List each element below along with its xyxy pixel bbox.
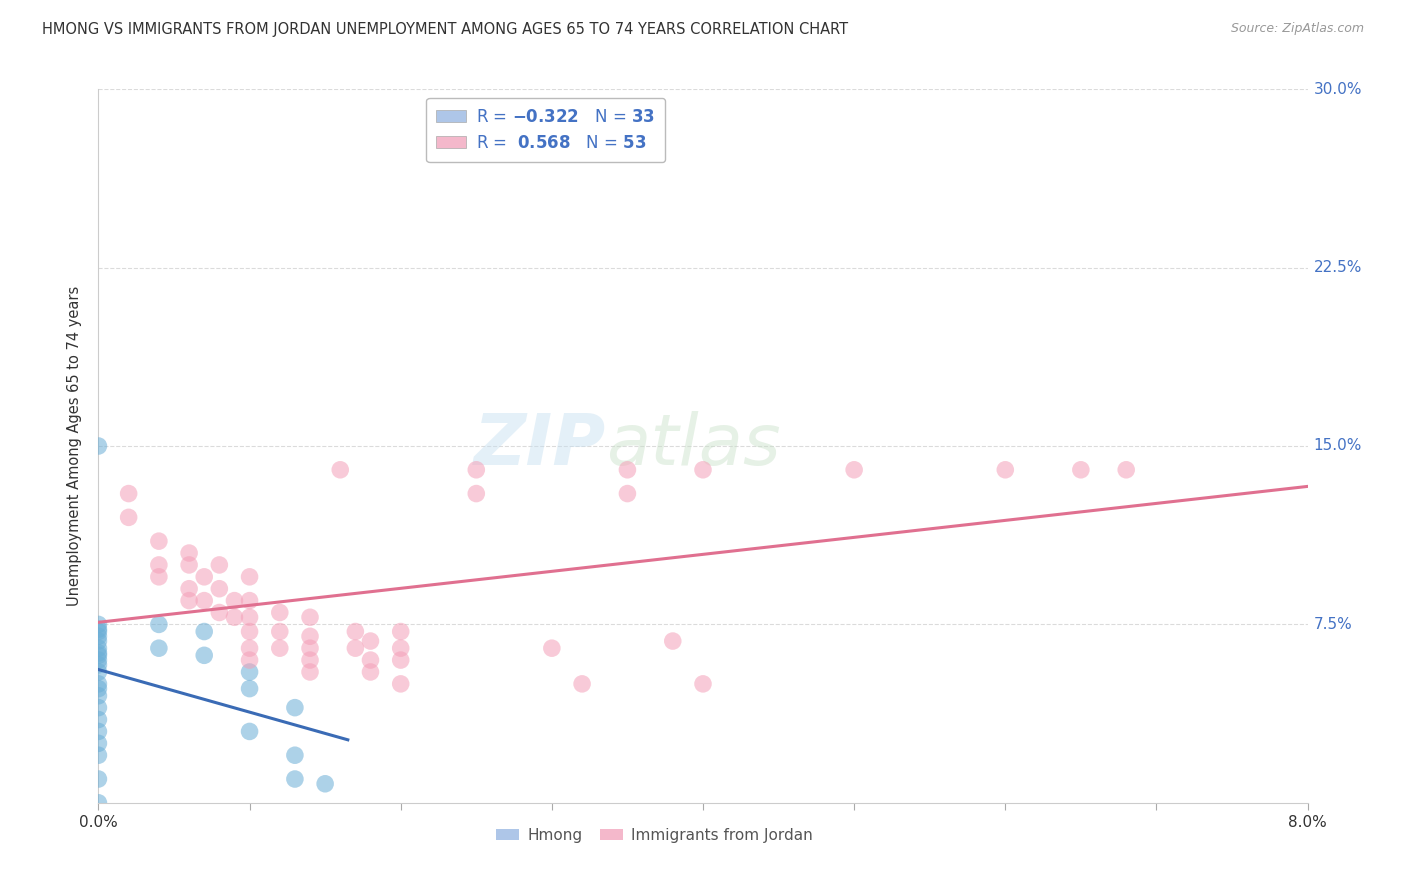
- Point: [692, 463, 714, 477]
- Point: [239, 653, 262, 667]
- Point: [179, 558, 201, 572]
- Point: [1070, 463, 1092, 477]
- Point: [87, 634, 110, 648]
- Point: [87, 646, 110, 660]
- Point: [87, 617, 110, 632]
- Point: [299, 653, 322, 667]
- Text: atlas: atlas: [606, 411, 780, 481]
- Point: [87, 772, 110, 786]
- Point: [87, 724, 110, 739]
- Point: [465, 486, 488, 500]
- Point: [239, 681, 262, 696]
- Text: 7.5%: 7.5%: [1313, 617, 1353, 632]
- Point: [844, 463, 866, 477]
- Point: [239, 641, 262, 656]
- Point: [87, 629, 110, 643]
- Point: [224, 610, 246, 624]
- Point: [616, 486, 638, 500]
- Point: [87, 689, 110, 703]
- Point: [465, 463, 488, 477]
- Point: [87, 648, 110, 663]
- Point: [87, 657, 110, 672]
- Text: 30.0%: 30.0%: [1313, 82, 1362, 96]
- Point: [344, 641, 367, 656]
- Point: [87, 700, 110, 714]
- Point: [148, 534, 170, 549]
- Point: [269, 641, 291, 656]
- Point: [389, 624, 412, 639]
- Point: [239, 665, 262, 679]
- Legend: Hmong, Immigrants from Jordan: Hmong, Immigrants from Jordan: [491, 822, 818, 848]
- Text: HMONG VS IMMIGRANTS FROM JORDAN UNEMPLOYMENT AMONG AGES 65 TO 74 YEARS CORRELATI: HMONG VS IMMIGRANTS FROM JORDAN UNEMPLOY…: [42, 22, 848, 37]
- Text: Source: ZipAtlas.com: Source: ZipAtlas.com: [1230, 22, 1364, 36]
- Point: [193, 593, 215, 607]
- Point: [299, 629, 322, 643]
- Point: [87, 641, 110, 656]
- Y-axis label: Unemployment Among Ages 65 to 74 years: Unemployment Among Ages 65 to 74 years: [67, 285, 83, 607]
- Point: [193, 570, 215, 584]
- Point: [87, 713, 110, 727]
- Point: [284, 772, 307, 786]
- Point: [284, 700, 307, 714]
- Point: [360, 634, 382, 648]
- Point: [692, 677, 714, 691]
- Point: [179, 582, 201, 596]
- Text: ZIP: ZIP: [474, 411, 606, 481]
- Point: [148, 570, 170, 584]
- Text: 15.0%: 15.0%: [1313, 439, 1362, 453]
- Point: [208, 558, 231, 572]
- Point: [208, 606, 231, 620]
- Point: [224, 593, 246, 607]
- Point: [87, 439, 110, 453]
- Point: [87, 653, 110, 667]
- Point: [239, 724, 262, 739]
- Point: [87, 677, 110, 691]
- Point: [193, 624, 215, 639]
- Point: [148, 641, 170, 656]
- Point: [540, 641, 562, 656]
- Point: [269, 606, 291, 620]
- Point: [87, 796, 110, 810]
- Point: [87, 665, 110, 679]
- Point: [299, 641, 322, 656]
- Point: [284, 748, 307, 763]
- Point: [389, 653, 412, 667]
- Point: [148, 558, 170, 572]
- Point: [1115, 463, 1137, 477]
- Point: [239, 624, 262, 639]
- Point: [360, 653, 382, 667]
- Point: [344, 624, 367, 639]
- Point: [118, 486, 141, 500]
- Point: [661, 634, 683, 648]
- Point: [239, 593, 262, 607]
- Point: [994, 463, 1017, 477]
- Point: [616, 463, 638, 477]
- Point: [299, 665, 322, 679]
- Point: [87, 736, 110, 750]
- Point: [299, 610, 322, 624]
- Point: [571, 677, 593, 691]
- Point: [329, 463, 352, 477]
- Point: [239, 570, 262, 584]
- Point: [208, 582, 231, 596]
- Point: [360, 665, 382, 679]
- Point: [179, 546, 201, 560]
- Point: [193, 648, 215, 663]
- Point: [118, 510, 141, 524]
- Point: [148, 617, 170, 632]
- Point: [87, 622, 110, 636]
- Point: [87, 748, 110, 763]
- Point: [269, 624, 291, 639]
- Point: [389, 677, 412, 691]
- Point: [389, 641, 412, 656]
- Point: [314, 777, 336, 791]
- Text: 22.5%: 22.5%: [1313, 260, 1362, 275]
- Point: [87, 624, 110, 639]
- Point: [239, 610, 262, 624]
- Point: [87, 681, 110, 696]
- Point: [179, 593, 201, 607]
